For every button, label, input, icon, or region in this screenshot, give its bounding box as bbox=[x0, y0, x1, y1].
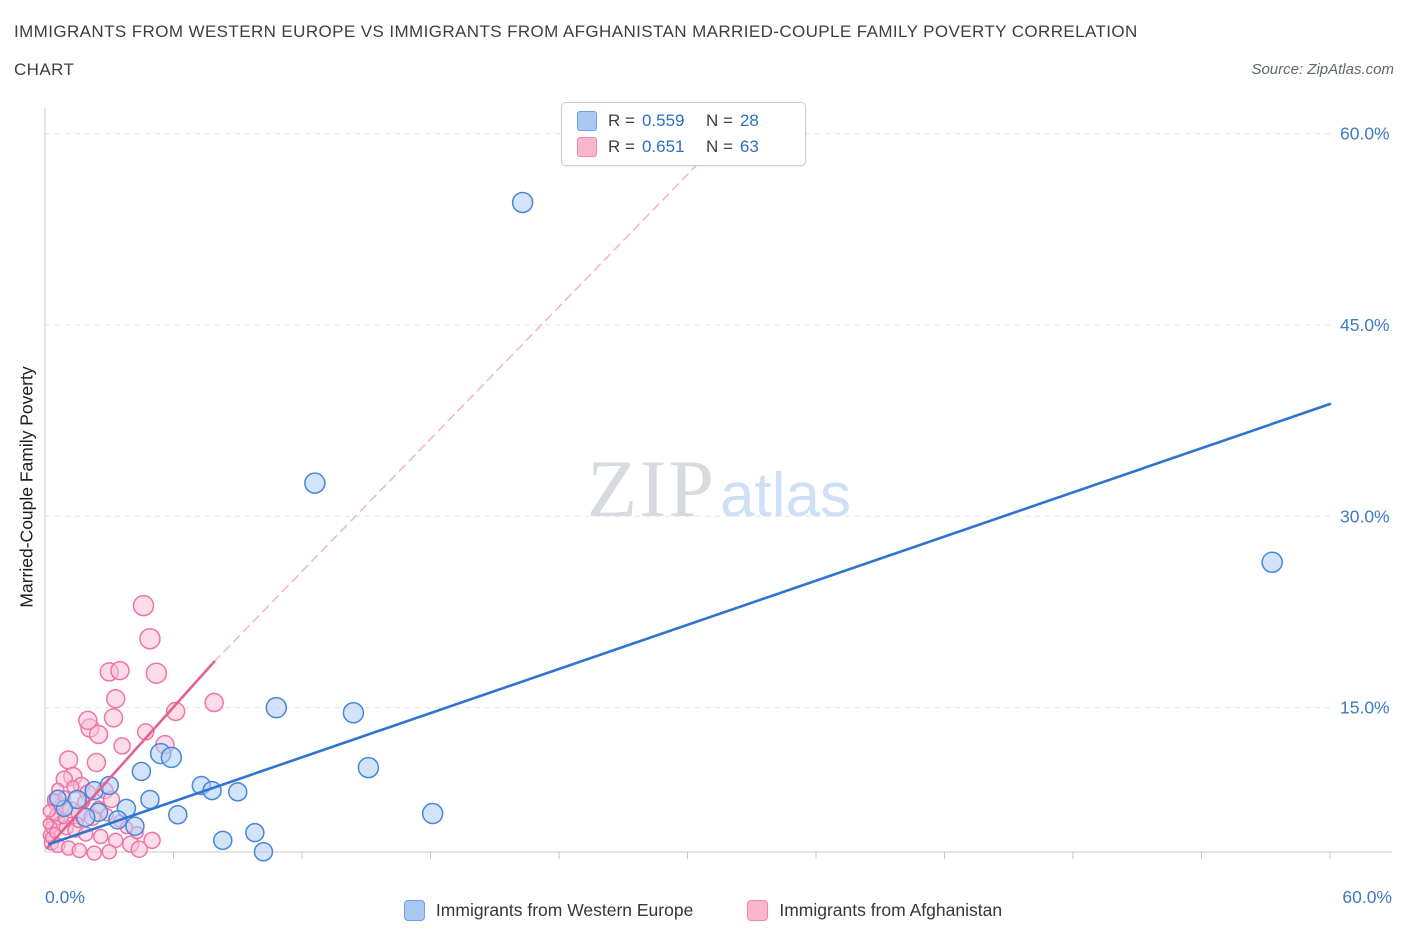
scatter-point-afghanistan bbox=[143, 831, 161, 850]
legend-row-afghanistan: R = 0.651 N = 63 bbox=[577, 137, 790, 157]
scatter-point-afghanistan bbox=[92, 828, 109, 845]
scatter-point-western-europe bbox=[168, 805, 188, 825]
scatter-point-western-europe bbox=[99, 775, 119, 796]
western-europe-swatch bbox=[577, 111, 597, 131]
title-line-1: IMMIGRANTS FROM WESTERN EUROPE VS IMMIGR… bbox=[14, 22, 1138, 41]
page-title: IMMIGRANTS FROM WESTERN EUROPE VS IMMIGR… bbox=[14, 13, 1138, 89]
scatter-point-afghanistan bbox=[101, 844, 117, 860]
legend-label-afghanistan: Immigrants from Afghanistan bbox=[779, 900, 1003, 920]
scatter-point-western-europe bbox=[140, 789, 160, 810]
scatter-point-afghanistan bbox=[86, 845, 103, 861]
scatter-point-afghanistan bbox=[110, 660, 130, 681]
scatter-point-afghanistan bbox=[139, 628, 161, 650]
scatter-point-afghanistan bbox=[78, 710, 98, 731]
scatter-point-afghanistan bbox=[71, 842, 88, 859]
series-legend: Immigrants from Western Europe Immigrant… bbox=[0, 900, 1406, 921]
scatter-point-afghanistan bbox=[132, 594, 155, 617]
correlation-legend: R = 0.559 N = 28 R = 0.651 N = 63 bbox=[561, 102, 806, 166]
scatter-point-afghanistan bbox=[42, 804, 57, 818]
western-europe-trend-line bbox=[47, 402, 1332, 846]
scatter-point-western-europe bbox=[511, 191, 534, 214]
scatter-point-afghanistan bbox=[165, 701, 186, 722]
x-tick-label: 0.0% bbox=[45, 887, 85, 907]
r-value-western-europe: 0.559 bbox=[641, 111, 685, 130]
afghanistan-swatch bbox=[747, 900, 769, 921]
afghanistan-trend-extension bbox=[213, 100, 759, 663]
scatter-point-western-europe bbox=[1261, 551, 1283, 573]
scatter-point-western-europe bbox=[253, 842, 274, 862]
scatter-point-afghanistan bbox=[105, 688, 126, 709]
y-tick-label: 60.0% bbox=[1340, 124, 1390, 144]
scatter-point-western-europe bbox=[342, 702, 365, 724]
scatter-point-western-europe bbox=[75, 807, 96, 828]
n-label: N = bbox=[705, 137, 733, 156]
scatter-point-western-europe bbox=[67, 789, 87, 810]
scatter-point-western-europe bbox=[304, 472, 326, 494]
r-label: R = bbox=[608, 137, 635, 156]
legend-item-western-europe: Immigrants from Western Europe bbox=[403, 900, 694, 921]
scatter-point-afghanistan bbox=[58, 750, 79, 770]
legend-label-western-europe: Immigrants from Western Europe bbox=[435, 900, 694, 920]
afghanistan-swatch bbox=[577, 137, 597, 157]
y-tick-label: 30.0% bbox=[1340, 506, 1390, 526]
scatter-point-afghanistan bbox=[86, 752, 107, 773]
scatter-point-western-europe bbox=[245, 822, 265, 843]
r-label: R = bbox=[608, 111, 635, 130]
afghanistan-trend-line bbox=[45, 660, 216, 850]
y-tick-label: 45.0% bbox=[1340, 315, 1390, 335]
x-tick-label: 60.0% bbox=[1342, 887, 1392, 907]
scatter-point-afghanistan bbox=[107, 832, 124, 849]
scatter-point-afghanistan bbox=[103, 708, 124, 728]
scatter-point-western-europe bbox=[49, 789, 67, 807]
y-tick-label: 15.0% bbox=[1340, 698, 1390, 718]
legend-item-afghanistan: Immigrants from Afghanistan bbox=[747, 900, 1002, 921]
scatter-point-western-europe bbox=[421, 802, 444, 825]
n-value-afghanistan: 63 bbox=[739, 137, 759, 156]
scatter-point-afghanistan bbox=[113, 737, 131, 755]
n-value-western-europe: 28 bbox=[739, 111, 759, 130]
scatter-point-afghanistan bbox=[204, 692, 224, 713]
n-label: N = bbox=[705, 111, 733, 130]
scatter-point-afghanistan bbox=[145, 662, 168, 684]
scatter-point-western-europe bbox=[228, 782, 248, 802]
scatter-point-western-europe bbox=[357, 756, 380, 779]
scatter-point-western-europe bbox=[131, 761, 152, 782]
r-value-afghanistan: 0.651 bbox=[641, 137, 685, 156]
title-line-2: CHART bbox=[14, 60, 75, 79]
scatter-point-afghanistan bbox=[42, 817, 54, 830]
scatter-point-western-europe bbox=[265, 696, 288, 719]
scatter-point-western-europe bbox=[160, 746, 183, 769]
legend-row-western-europe: R = 0.559 N = 28 bbox=[577, 111, 790, 131]
scatter-point-afghanistan bbox=[88, 724, 109, 745]
western-europe-swatch bbox=[403, 900, 425, 921]
scatter-point-western-europe bbox=[125, 816, 145, 837]
scatter-point-western-europe bbox=[213, 830, 233, 851]
scatter-point-afghanistan bbox=[130, 840, 148, 858]
source-attribution: Source: ZipAtlas.com bbox=[1251, 61, 1394, 78]
